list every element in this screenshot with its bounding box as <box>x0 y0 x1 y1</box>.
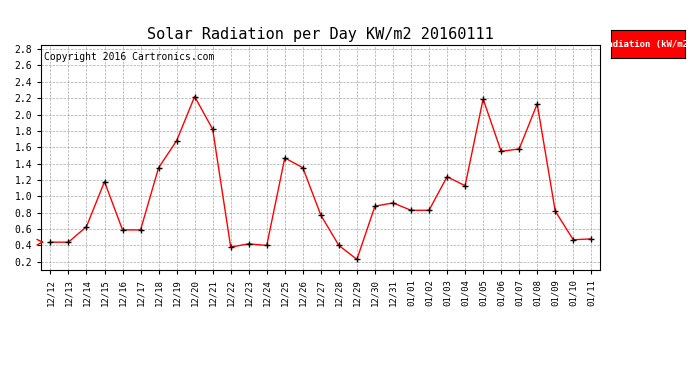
Title: Solar Radiation per Day KW/m2 20160111: Solar Radiation per Day KW/m2 20160111 <box>148 27 494 42</box>
Text: Radiation (kW/m2): Radiation (kW/m2) <box>602 40 690 49</box>
Text: Copyright 2016 Cartronics.com: Copyright 2016 Cartronics.com <box>44 52 215 62</box>
